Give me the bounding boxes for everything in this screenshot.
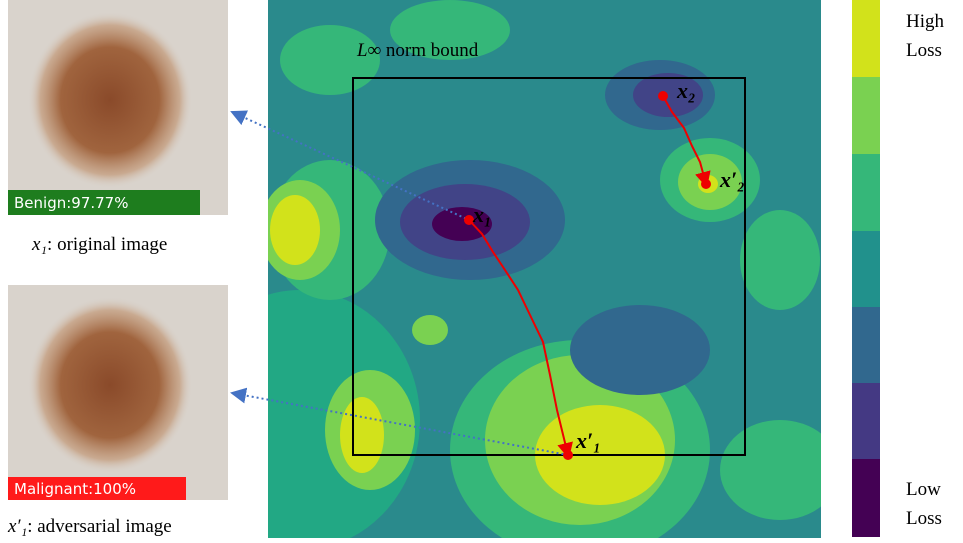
point-label: x′₁ xyxy=(575,428,601,453)
colorbar-high: High xyxy=(906,11,945,32)
bound-text: norm bound xyxy=(386,40,479,61)
adversarial-image: Malignant:100% xyxy=(8,285,228,500)
caption: x₁: original image xyxy=(31,234,167,255)
point-label: x₂ xyxy=(676,78,696,103)
colorbar xyxy=(852,0,880,537)
colorbar-high: Loss xyxy=(906,40,942,61)
loss-landscape xyxy=(180,0,840,543)
caption-text: : adversarial image xyxy=(27,516,172,537)
point xyxy=(658,91,668,101)
bound-symbol: L∞ xyxy=(356,40,381,61)
caption-symbol: x₁ xyxy=(31,234,47,255)
caption-symbol: x′₁ xyxy=(7,516,27,537)
point xyxy=(563,450,573,460)
colorbar-low: Loss xyxy=(906,508,942,529)
caption: x′₁: adversarial image xyxy=(7,516,172,537)
colorbar-low: Low xyxy=(906,479,941,500)
caption-text: : original image xyxy=(47,234,167,255)
point xyxy=(701,179,711,189)
badge: Malignant:100% xyxy=(14,480,136,498)
bound-label: L∞ norm bound xyxy=(356,40,479,61)
point-label: x₁ xyxy=(472,202,492,227)
original-image: Benign:97.77% xyxy=(8,0,228,215)
figure: Benign:97.77% x₁: original image Maligna… xyxy=(0,0,963,543)
badge: Benign:97.77% xyxy=(14,194,128,212)
point-label: x′₂ xyxy=(719,167,745,192)
